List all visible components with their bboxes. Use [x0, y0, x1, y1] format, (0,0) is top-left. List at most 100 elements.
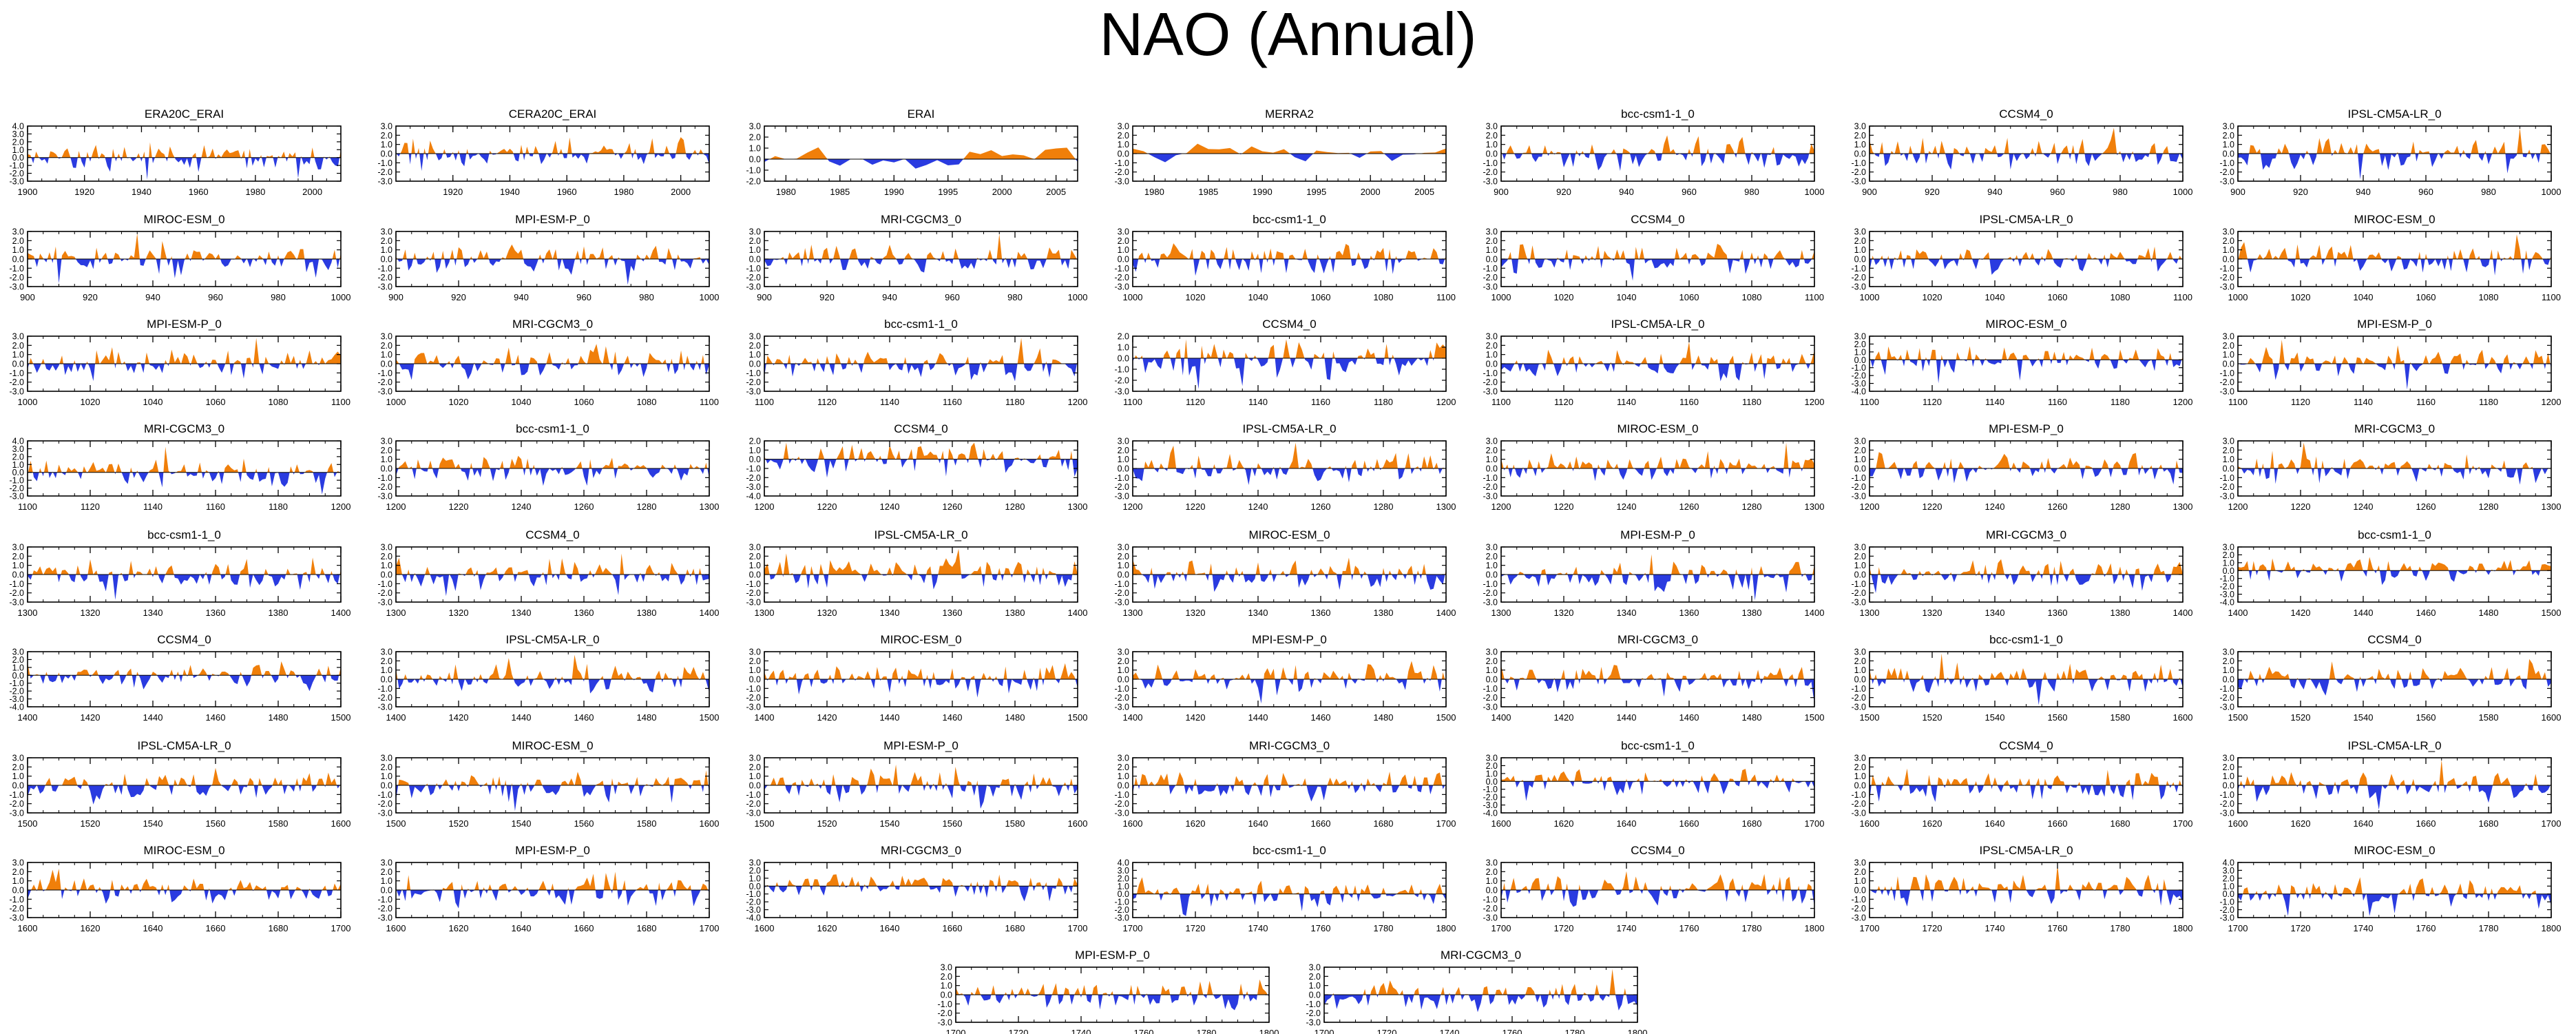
x-tick-label: 1660 [943, 923, 963, 933]
y-tick-label: 1.0 [1854, 347, 1866, 357]
y-tick-label: -4.0 [1483, 809, 1498, 818]
x-tick-label: 1960 [189, 187, 209, 197]
x-tick-label: 940 [1987, 187, 2002, 197]
x-tick-label: 1000 [1123, 292, 1143, 302]
y-tick-label: -3.0 [1851, 379, 1866, 389]
y-tick-label: 2.0 [1486, 552, 1498, 561]
x-tick-label: 1360 [943, 608, 963, 618]
nao-panel: IPSL-CM5A-LR_03.02.01.00.0-1.0-2.0-3.014… [377, 633, 719, 723]
x-tick-label: 1180 [1742, 397, 1761, 407]
y-tick-label: -2.0 [9, 799, 24, 809]
panel-title: bcc-csm1-1_0 [147, 528, 221, 541]
x-tick-label: 1560 [2416, 712, 2436, 723]
negative-area [764, 259, 1078, 273]
x-tick-label: 1420 [81, 712, 101, 723]
positive-area [2238, 442, 2551, 468]
x-tick-label: 1480 [2479, 608, 2499, 618]
y-tick-label: -3.0 [9, 387, 24, 397]
y-tick-label: 1.0 [2223, 558, 2234, 568]
x-tick-label: 1100 [1491, 397, 1511, 407]
y-tick-label: 3.0 [1854, 543, 1866, 552]
x-tick-label: 1280 [637, 502, 657, 512]
y-tick-label: 0.0 [2223, 675, 2234, 685]
panel-title: bcc-csm1-1_0 [1621, 739, 1695, 752]
y-tick-label: 2.0 [1486, 446, 1498, 455]
x-tick-label: 1640 [2354, 818, 2374, 829]
y-tick-label: -1.0 [1483, 785, 1498, 794]
y-tick-label: 2.0 [1486, 341, 1498, 351]
positive-area [1134, 772, 1446, 785]
nao-panel: CERA20C_ERAI 3.02.01.00.0-1.0-2.0-3.0 1920… [377, 107, 710, 197]
x-tick-label: 1980 [614, 187, 633, 197]
x-tick-label: 1580 [2479, 712, 2499, 723]
x-tick-label: 1480 [1374, 712, 1394, 723]
y-tick-label: 3.0 [2223, 648, 2234, 657]
x-tick-label: 1160 [2416, 397, 2436, 407]
x-tick-label: 960 [2418, 187, 2433, 197]
panel-title: ERA20C_ERAI [145, 107, 224, 121]
negative-area [2241, 468, 2548, 485]
x-tick-label: 980 [1744, 187, 1759, 197]
y-tick-label: 2.0 [749, 552, 761, 561]
x-tick-label: 1680 [1005, 923, 1025, 933]
negative-area [28, 575, 340, 600]
y-tick-label: -2.0 [9, 484, 24, 493]
y-tick-label: 3.0 [1854, 858, 1866, 868]
y-tick-label: 3.0 [1118, 866, 1129, 876]
x-tick-label: 1300 [1860, 608, 1880, 618]
x-tick-label: 1240 [512, 502, 532, 512]
x-tick-label: 1700 [700, 923, 720, 933]
plot-frame [764, 125, 1078, 182]
y-tick-label: 0.0 [1854, 781, 1866, 791]
x-tick-label: 940 [882, 292, 897, 302]
y-tick-label: -2.0 [1114, 588, 1129, 598]
x-tick-label: 1985 [830, 187, 850, 197]
x-tick-label: 1780 [2479, 923, 2499, 933]
y-tick-label: 3.0 [1118, 543, 1129, 552]
y-tick-label: -2.0 [377, 167, 392, 177]
y-tick-label: -3.0 [1851, 913, 1866, 923]
x-tick-label: 1400 [700, 608, 720, 618]
y-tick-label: 0.0 [12, 255, 24, 265]
x-tick-label: 1080 [2111, 292, 2130, 302]
negative-area [1133, 259, 1445, 276]
y-tick-label: -3.0 [377, 177, 392, 187]
x-tick-label: 1060 [1311, 292, 1331, 302]
x-tick-label: 1360 [2048, 608, 2068, 618]
negative-area [34, 259, 340, 284]
positive-area [1134, 339, 1446, 358]
y-tick-label: 2.0 [1854, 340, 1866, 349]
x-tick-label: 1940 [132, 187, 151, 197]
positive-area [1507, 243, 1814, 259]
x-tick-label: 1700 [1491, 923, 1511, 933]
y-tick-label: 1.0 [1486, 455, 1498, 464]
x-tick-label: 1300 [386, 608, 406, 618]
x-tick-label: 1260 [1679, 502, 1699, 512]
y-tick-label: -1.0 [377, 369, 392, 378]
x-tick-label: 1320 [1923, 608, 1943, 618]
y-tick-label: -4.0 [9, 703, 24, 712]
panel-title: CCSM4_0 [525, 528, 579, 541]
y-tick-label: -1.0 [1851, 790, 1866, 800]
y-tick-label: 0.0 [1486, 777, 1498, 787]
x-tick-label: 1780 [2111, 923, 2130, 933]
negative-area [1870, 890, 2183, 907]
y-tick-label: -3.0 [1483, 913, 1498, 923]
x-tick-label: 1060 [1679, 292, 1699, 302]
y-tick-label: 0.0 [2223, 360, 2234, 369]
y-tick-label: -3.0 [1114, 387, 1129, 397]
y-tick-label: -3.0 [1114, 177, 1129, 187]
negative-area [2238, 893, 2551, 916]
y-tick-label: 2.0 [1486, 761, 1498, 771]
nao-panel: bcc-csm1-1_04.03.02.01.00.0-1.0-2.0-3.01… [1114, 844, 1456, 933]
x-tick-label: 920 [1556, 187, 1571, 197]
x-tick-label: 1240 [1248, 502, 1268, 512]
y-tick-label: -3.0 [9, 694, 24, 704]
y-tick-label: -2.0 [377, 799, 392, 809]
positive-area [29, 338, 342, 364]
y-tick-label: -3.0 [377, 913, 392, 923]
